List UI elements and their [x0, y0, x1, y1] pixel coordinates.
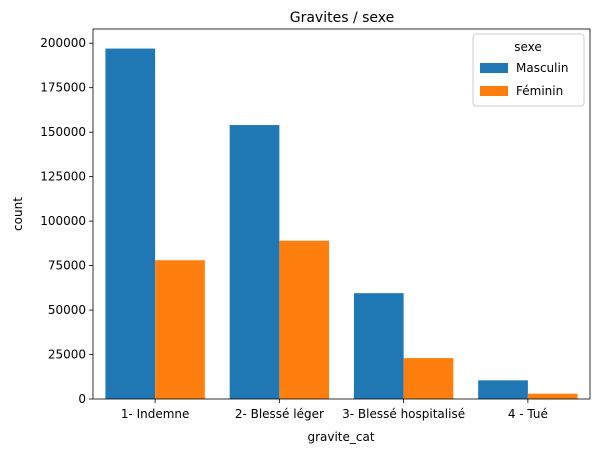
legend-title: sexe	[514, 40, 542, 54]
bar-feminin-4-tue	[527, 393, 578, 399]
x-axis: 1- Indemne 2- Blessé léger 3- Blessé hospi…	[121, 399, 548, 421]
bar-feminin-2-blesse-leger	[279, 240, 330, 399]
bars-group	[105, 48, 578, 400]
plot-frame	[92, 28, 591, 400]
bar-masculin-2-blesse-leger	[229, 125, 280, 400]
x-tick-label: 1- Indemne	[121, 407, 190, 421]
y-tick-label: 50000	[48, 303, 86, 317]
y-tick-label: 75000	[48, 259, 86, 273]
bar-feminin-1-indemne	[155, 260, 205, 399]
x-tick-label: 4 - Tué	[508, 407, 548, 421]
legend-label-feminin: Féminin	[516, 84, 563, 98]
bar-masculin-1-indemne	[105, 48, 156, 399]
y-tick-label: 150000	[40, 125, 86, 139]
x-axis-label: gravite_cat	[307, 430, 374, 444]
bar-masculin-4-tue	[478, 380, 528, 399]
chart-title: Gravites / sexe	[290, 10, 395, 26]
y-tick-label: 175000	[40, 81, 86, 95]
y-tick-label: 25000	[48, 348, 86, 362]
legend: sexe Masculin Féminin	[472, 33, 585, 107]
y-tick-label: 125000	[40, 170, 86, 184]
y-tick-label: 100000	[40, 214, 86, 228]
y-axis-label: count	[11, 197, 25, 231]
x-tick-label: 2- Blessé léger	[235, 407, 324, 421]
legend-swatch-masculin	[480, 63, 508, 73]
y-axis: 0 25000 50000 75000 100000 125000 150000 175000…	[40, 36, 93, 406]
bar-feminin-3-blesse-hospitalise	[403, 358, 454, 399]
legend-swatch-feminin	[480, 86, 508, 96]
x-tick-label: 3- Blessé hospitalisé	[342, 407, 465, 421]
bar-masculin-3-blesse-hospitalise	[353, 293, 404, 399]
y-tick-label: 200000	[40, 36, 86, 50]
y-tick-label: 0	[78, 392, 86, 406]
legend-label-masculin: Masculin	[516, 61, 568, 75]
